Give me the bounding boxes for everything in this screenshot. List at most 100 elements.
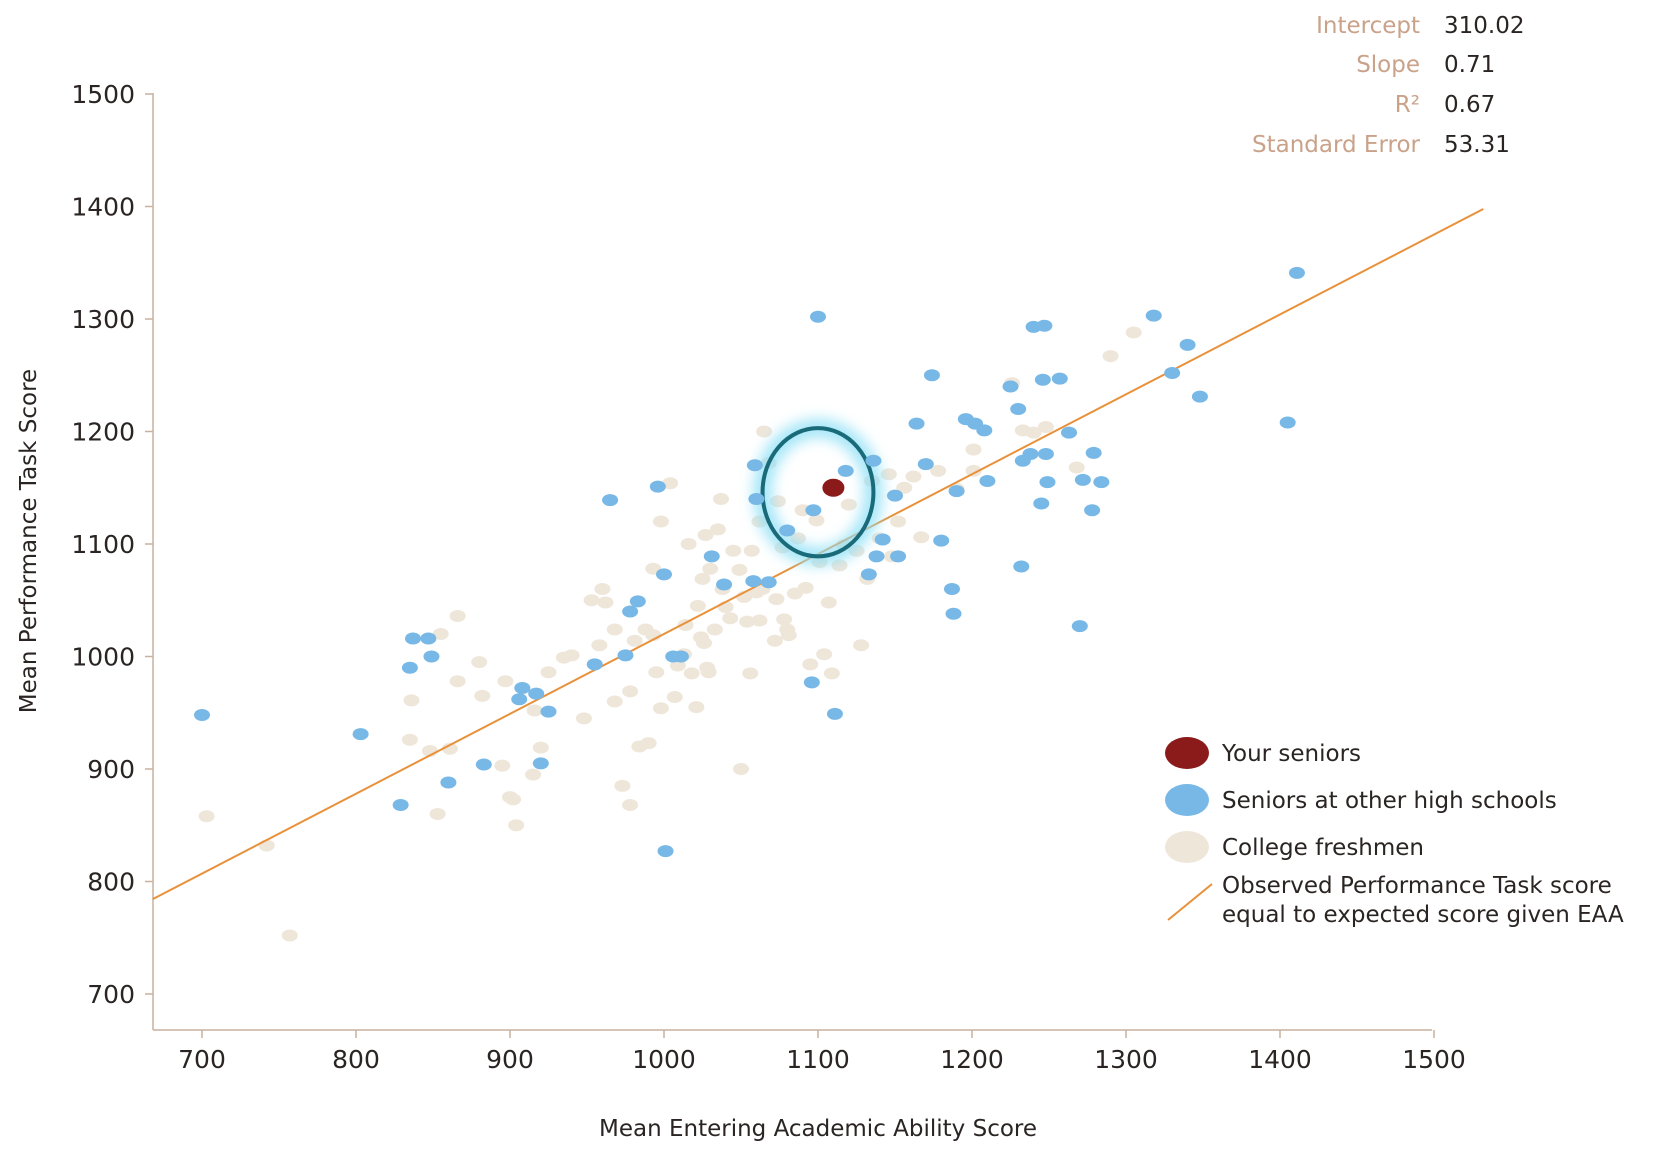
freshmen-point <box>739 615 756 628</box>
freshmen-point <box>965 443 982 456</box>
other-seniors-point <box>1288 266 1305 279</box>
x-axis-title: Mean Entering Academic Ability Score <box>599 1116 1037 1142</box>
other-seniors-point <box>803 676 820 689</box>
freshmen-point <box>808 514 825 527</box>
freshmen-point <box>768 593 785 606</box>
your-seniors-series <box>822 478 845 497</box>
other-seniors-point <box>1002 380 1019 393</box>
other-seniors-point <box>423 650 440 663</box>
x-tick-label: 1200 <box>940 1045 1004 1074</box>
other-seniors-point <box>1037 448 1054 460</box>
other-seniors-point <box>617 649 634 662</box>
freshmen-point <box>913 531 930 544</box>
freshmen-point <box>756 425 773 438</box>
y-tick-label: 1100 <box>71 530 135 559</box>
other-seniors-point <box>404 632 421 645</box>
freshmen-point <box>532 741 549 754</box>
freshmen-point <box>606 695 623 708</box>
freshmen-point <box>797 581 814 594</box>
freshmen-point <box>449 675 466 688</box>
other-seniors-point <box>976 424 993 437</box>
freshmen-point <box>198 810 215 823</box>
other-seniors-point <box>1051 372 1068 385</box>
legend-swatch-regression-line <box>1167 883 1213 921</box>
other-seniors-point <box>826 707 843 720</box>
other-seniors-point <box>908 417 925 430</box>
other-seniors-point <box>979 475 996 487</box>
freshmen-point <box>429 808 446 820</box>
y-tick-label: 900 <box>87 755 135 784</box>
stat-name-r-squared: R² <box>1395 92 1420 118</box>
other-seniors-point <box>1022 448 1039 460</box>
freshmen-point <box>776 613 793 626</box>
freshmen-point <box>594 583 611 595</box>
y-tick-label: 1300 <box>71 305 135 334</box>
freshmen-point <box>583 594 600 607</box>
other-seniors-point <box>1033 497 1050 510</box>
freshmen-point <box>802 658 819 671</box>
freshmen-point <box>508 819 525 832</box>
freshmen-point <box>622 685 639 698</box>
other-seniors-point <box>1164 367 1181 379</box>
other-seniors-point <box>923 369 940 382</box>
other-seniors-point <box>805 504 822 517</box>
stat-value-r-squared: 0.67 <box>1444 92 1495 118</box>
other-seniors-point <box>760 576 777 589</box>
freshmen-point <box>662 477 679 490</box>
other-seniors-point <box>746 459 763 472</box>
freshmen-point <box>505 793 522 806</box>
other-seniors-point <box>865 454 882 467</box>
legend-label-regression-line-2: equal to expected score given EAA <box>1222 902 1624 928</box>
legend-label-other-seniors: Seniors at other high schools <box>1222 788 1557 814</box>
other-seniors-point <box>602 494 619 507</box>
other-seniors-point <box>945 607 962 620</box>
freshmen-point <box>683 667 700 680</box>
stat-name-standard-error: Standard Error <box>1252 132 1421 158</box>
other-seniors-point <box>837 464 854 477</box>
other-seniors-point <box>511 693 528 706</box>
legend-label-college-freshmen: College freshmen <box>1222 835 1424 861</box>
other-seniors-point <box>194 709 210 721</box>
other-seniors-point <box>1071 620 1088 633</box>
other-seniors-point <box>748 493 765 505</box>
other-seniors-point <box>1093 476 1110 489</box>
freshmen-point <box>751 614 768 627</box>
other-seniors-point <box>917 458 934 471</box>
other-seniors-point <box>629 595 646 608</box>
x-tick-label: 1100 <box>786 1045 850 1074</box>
freshmen-point <box>401 733 418 746</box>
freshmen-point <box>494 759 511 772</box>
freshmen-point <box>258 839 275 852</box>
freshmen-point <box>614 779 631 792</box>
legend: Your seniors Seniors at other high schoo… <box>1165 737 1624 928</box>
x-tick-label: 800 <box>332 1045 380 1074</box>
other-seniors-point <box>1010 403 1027 415</box>
other-seniors-point <box>860 568 877 581</box>
freshmen-point <box>1025 426 1042 439</box>
freshmen-point <box>731 563 748 576</box>
stat-name-intercept: Intercept <box>1316 13 1420 39</box>
highlight-ring <box>753 419 883 566</box>
freshmen-point <box>709 523 726 536</box>
other-seniors-point <box>392 799 409 811</box>
other-seniors-point <box>401 661 418 674</box>
freshmen-point <box>525 768 542 781</box>
other-seniors-point <box>1034 373 1051 386</box>
freshmen-point <box>666 691 683 703</box>
freshmen-point <box>575 712 592 725</box>
freshmen-point <box>606 623 623 636</box>
x-tick-label: 1000 <box>632 1045 696 1074</box>
other-seniors-point <box>933 534 950 547</box>
other-seniors-point <box>540 705 557 718</box>
other-seniors-point <box>1279 416 1296 429</box>
x-tick-label: 1300 <box>1094 1045 1158 1074</box>
other-seniors-point <box>352 728 369 741</box>
freshmen-point <box>820 596 837 609</box>
freshmen-point <box>712 493 729 505</box>
legend-swatch-your-seniors <box>1165 737 1209 769</box>
other-seniors-point <box>703 550 720 563</box>
freshmen-point <box>652 515 669 528</box>
freshmen-point <box>890 515 907 528</box>
freshmen-point <box>648 666 665 679</box>
freshmen-point <box>696 637 713 649</box>
